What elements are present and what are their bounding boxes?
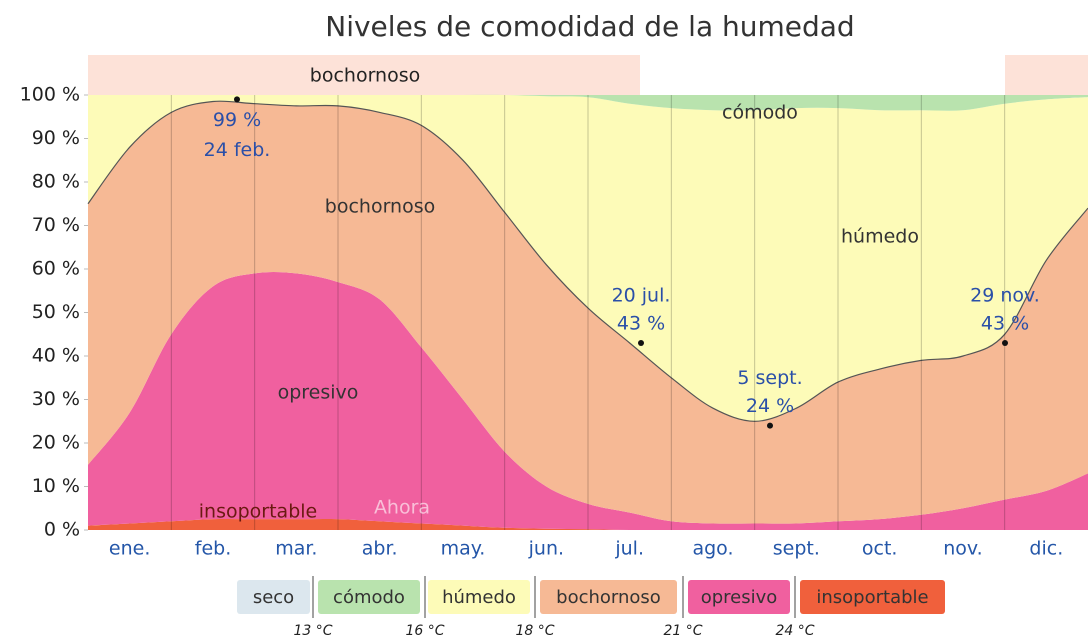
annotation-date: 20 jul. xyxy=(612,284,671,306)
chart-title: Niveles de comodidad de la humedad xyxy=(325,10,854,43)
legend-label: opresivo xyxy=(701,587,778,608)
annotation-value: 24 % xyxy=(746,395,794,417)
y-tick-label: 60 % xyxy=(32,258,80,280)
region-label: opresivo xyxy=(278,382,359,404)
x-tick-label: feb. xyxy=(195,538,231,560)
x-tick-label: ago. xyxy=(692,538,733,560)
threshold-label: 18 °C xyxy=(515,623,554,639)
annotation-point xyxy=(638,339,644,346)
legend-swatch xyxy=(318,580,420,614)
annotation-date: 24 feb. xyxy=(204,139,271,161)
annotation-value: 99 % xyxy=(213,109,261,131)
x-tick-label: may. xyxy=(441,538,486,560)
legend-swatch xyxy=(540,580,677,614)
y-tick-label: 40 % xyxy=(32,345,80,367)
annotation-value: 43 % xyxy=(981,312,1029,334)
region-label: Ahora xyxy=(374,497,430,519)
annotation-point xyxy=(767,422,773,429)
legend-swatch xyxy=(688,580,790,614)
band xyxy=(88,55,640,95)
x-tick-label: abr. xyxy=(362,538,398,560)
area xyxy=(88,94,1088,422)
comfort-line xyxy=(87,100,1088,422)
x-tick-label: jul. xyxy=(614,538,644,560)
y-tick-label: 90 % xyxy=(32,127,80,149)
x-tick-label: jun. xyxy=(528,538,564,560)
annotation-date: 5 sept. xyxy=(737,367,802,389)
x-tick-label: sept. xyxy=(773,538,820,560)
y-tick-label: 70 % xyxy=(32,214,80,236)
annotation-point xyxy=(234,96,240,103)
annotation-date: 29 nov. xyxy=(970,284,1040,306)
legend-swatch xyxy=(428,580,530,614)
annotation-value: 43 % xyxy=(617,312,665,334)
region-label: cómodo xyxy=(722,102,798,124)
threshold-label: 16 °C xyxy=(405,623,444,639)
band xyxy=(1005,55,1088,95)
legend-label: húmedo xyxy=(442,587,516,608)
threshold-label: 13 °C xyxy=(293,623,332,639)
annotation-point xyxy=(1002,339,1008,346)
region-label: húmedo xyxy=(841,226,919,248)
region-label: insoportable xyxy=(199,501,317,523)
y-tick-label: 0 % xyxy=(44,519,80,541)
y-tick-label: 100 % xyxy=(20,84,80,106)
x-tick-label: dic. xyxy=(1029,538,1063,560)
threshold-label: 24 °C xyxy=(775,623,814,639)
y-tick-label: 20 % xyxy=(32,432,80,454)
y-tick-label: 10 % xyxy=(32,475,80,497)
threshold-label: 21 °C xyxy=(663,623,702,639)
x-tick-label: mar. xyxy=(275,538,317,560)
area xyxy=(88,94,1088,111)
legend-label: insoportable xyxy=(816,587,928,608)
x-tick-label: nov. xyxy=(943,538,982,560)
legend-swatch xyxy=(800,580,945,614)
x-tick-label: oct. xyxy=(862,538,898,560)
legend-label: seco xyxy=(253,587,294,608)
band-label: bochornoso xyxy=(310,65,420,87)
area xyxy=(88,272,1088,531)
legend-swatch xyxy=(237,580,310,614)
region-label: bochornoso xyxy=(325,196,435,218)
y-tick-label: 30 % xyxy=(32,388,80,410)
y-tick-label: 80 % xyxy=(32,171,80,193)
legend-label: bochornoso xyxy=(556,587,661,608)
y-tick-label: 50 % xyxy=(32,301,80,323)
area xyxy=(88,518,1088,531)
x-tick-label: ene. xyxy=(109,538,150,560)
legend-label: cómodo xyxy=(333,587,405,608)
area xyxy=(88,101,1088,524)
